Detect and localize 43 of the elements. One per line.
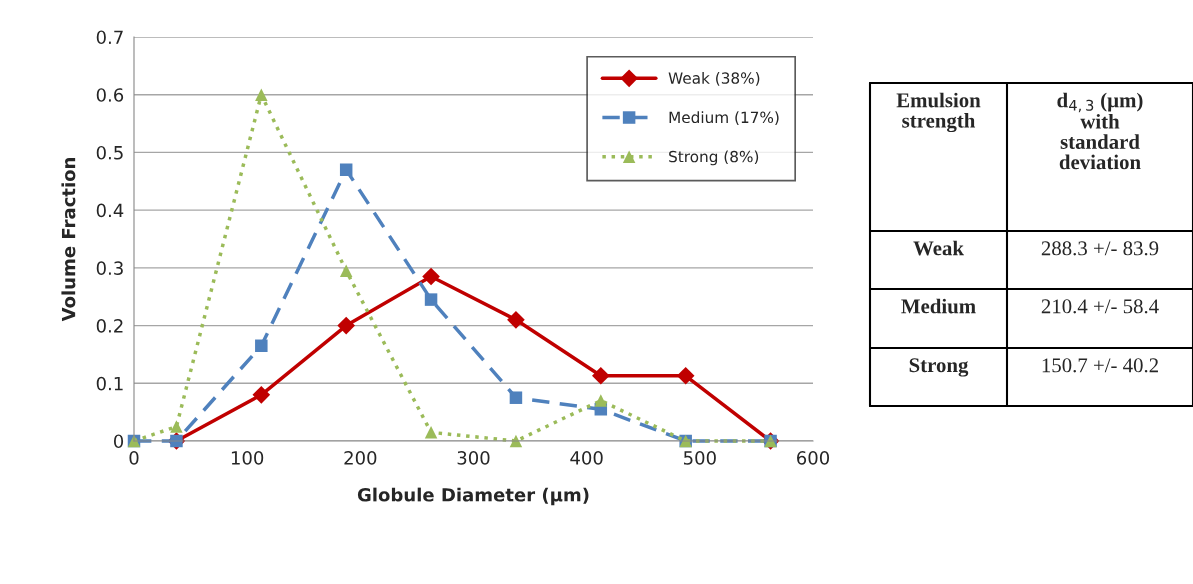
y-tick-label: 0.5	[96, 145, 123, 160]
text: Weak	[913, 240, 964, 256]
legend-label: Medium (17%)	[669, 111, 779, 125]
y-tick-label: 0.2	[96, 319, 123, 333]
x-tick-label: 300	[457, 451, 490, 465]
point	[422, 267, 440, 286]
text: Emulsion strength	[896, 92, 981, 133]
text: d$_{4,3}$ (µm) with standard deviation	[1057, 92, 1143, 170]
text: Medium	[901, 298, 976, 314]
y-tick-label: 0.1	[96, 376, 123, 391]
point	[337, 316, 356, 335]
point	[339, 163, 353, 176]
y-tick-label: 0	[113, 434, 124, 449]
y-tick-label: 0.3	[96, 261, 123, 275]
x-tick-label: 600	[797, 451, 830, 465]
text: 288.3 +/- 83.9	[1041, 241, 1159, 256]
text: 150.7 +/- 40.2	[1042, 358, 1158, 373]
point	[339, 264, 353, 277]
point	[424, 426, 438, 439]
point	[255, 339, 268, 353]
point	[591, 366, 610, 385]
x-tick-label: 100	[231, 451, 264, 465]
legend-label: Strong (8%)	[669, 150, 759, 166]
x-tick-label: 500	[684, 451, 716, 465]
legend-label: Weak (38%)	[668, 72, 760, 86]
y-tick-label: 0.4	[96, 203, 124, 218]
point	[255, 88, 268, 101]
y-tick-label: 0.7	[96, 30, 123, 45]
text: Strong	[909, 358, 969, 377]
point	[170, 420, 183, 433]
x-axis-title: Globule Diameter (µm)	[357, 487, 589, 506]
point	[676, 366, 695, 385]
point	[424, 293, 438, 306]
x-tick-label: 0	[129, 451, 139, 465]
text: 210.4 +/- 58.4	[1041, 299, 1159, 314]
x-tick-label: 200	[344, 451, 377, 465]
point	[507, 310, 525, 329]
point	[252, 385, 271, 404]
y-tick-label: 0.6	[96, 88, 124, 102]
point	[594, 394, 608, 407]
x-tick-label: 400	[570, 451, 603, 465]
point	[509, 391, 523, 404]
y-axis-title: Volume Fraction	[61, 158, 76, 322]
